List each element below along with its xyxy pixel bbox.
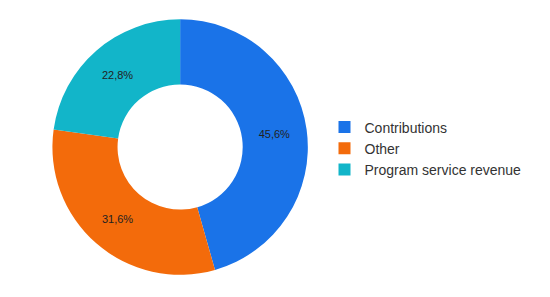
- svg-text:Other: Other: [365, 141, 400, 157]
- svg-text:Program service revenue: Program service revenue: [365, 162, 522, 178]
- svg-text:31,6%: 31,6%: [102, 213, 133, 225]
- svg-text:Contributions: Contributions: [365, 120, 448, 136]
- svg-text:22,8%: 22,8%: [102, 69, 133, 81]
- svg-text:45,6%: 45,6%: [259, 128, 290, 140]
